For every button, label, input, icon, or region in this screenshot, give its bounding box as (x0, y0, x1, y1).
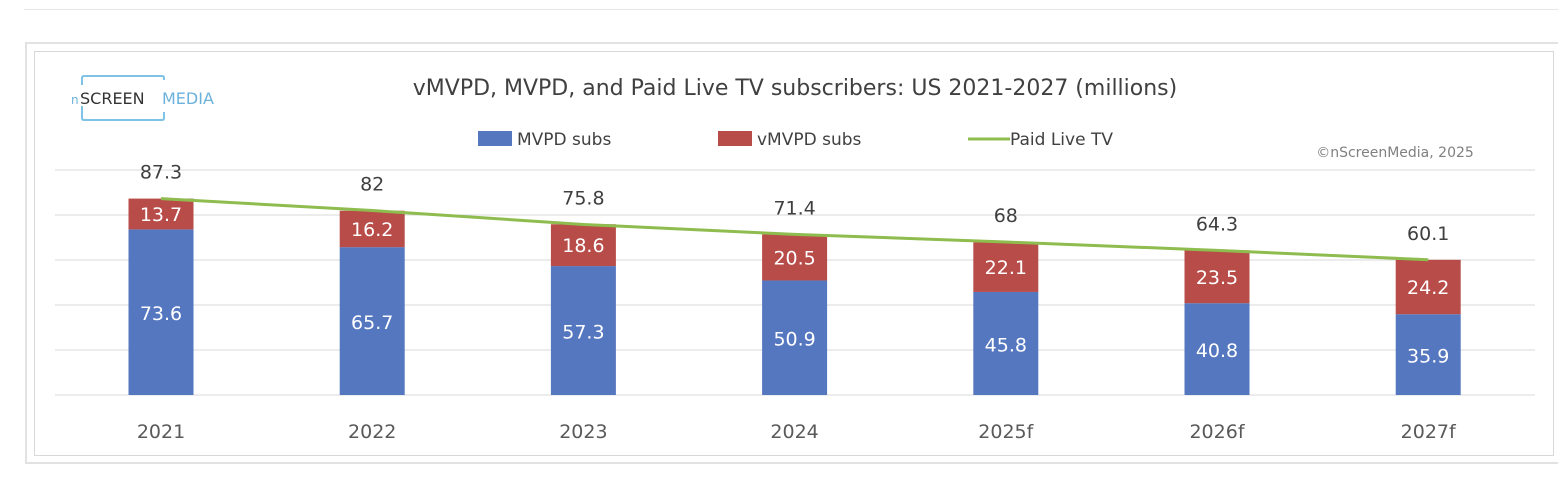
data-label-vmvpd: 16.2 (351, 219, 393, 241)
data-label-mvpd: 50.9 (773, 329, 815, 351)
bars (128, 198, 1461, 395)
legend-swatch-vmvpd (718, 131, 752, 146)
data-labels: 73.6 13.7 87.3 65.7 16.2 82 57.3 18.6 75.8 50.9 20… (140, 162, 1450, 368)
bar-mvpd (1184, 303, 1250, 395)
bar-mvpd (973, 291, 1039, 395)
data-label-mvpd: 35.9 (1407, 346, 1449, 368)
data-label-paid-live-tv: 68 (994, 205, 1018, 227)
data-label-mvpd: 73.6 (140, 303, 182, 325)
bar-vmvpd (1184, 250, 1250, 304)
x-tick-label: 2021 (137, 421, 185, 443)
chart-border (34, 51, 1554, 456)
bar-vmvpd (762, 234, 828, 281)
data-label-paid-live-tv: 75.8 (562, 187, 604, 209)
bar-mvpd (550, 266, 616, 395)
legend-label-vmvpd: vMVPD subs (757, 130, 862, 150)
data-label-mvpd: 65.7 (351, 312, 393, 334)
paid-live-tv-line (160, 197, 1429, 262)
data-label-paid-live-tv: 87.3 (140, 162, 182, 184)
x-axis-ticks: 2021 2022 2023 2024 2025f 2026f 2027f (137, 421, 1457, 443)
image-frame (25, 42, 1558, 464)
data-label-mvpd: 57.3 (562, 322, 604, 344)
bar-vmvpd (973, 242, 1039, 292)
logo: n SCREEN MEDIA (71, 75, 214, 121)
data-label-vmvpd: 23.5 (1196, 267, 1238, 289)
data-label-vmvpd: 20.5 (773, 247, 815, 269)
x-tick-label: 2026f (1189, 421, 1245, 443)
data-label-vmvpd: 22.1 (985, 257, 1027, 279)
data-label-vmvpd: 18.6 (562, 235, 604, 257)
bar-vmvpd (128, 198, 194, 230)
x-tick-label: 2025f (978, 421, 1034, 443)
legend-label-paid-live-tv: Paid Live TV (1010, 130, 1113, 150)
legend-label-mvpd: MVPD subs (517, 130, 611, 150)
data-label-paid-live-tv: 60.1 (1407, 223, 1449, 245)
data-label-paid-live-tv: 82 (360, 174, 384, 196)
copyright: ©nScreenMedia, 2025 (1316, 145, 1474, 161)
x-tick-label: 2023 (559, 421, 607, 443)
legend: MVPD subs vMVPD subs Paid Live TV (478, 130, 1113, 150)
x-tick-label: 2024 (770, 421, 818, 443)
bar-vmvpd (1395, 259, 1461, 315)
data-label-mvpd: 45.8 (985, 334, 1027, 356)
top-divider (24, 9, 1558, 10)
legend-swatch-mvpd (478, 131, 512, 146)
data-label-mvpd: 40.8 (1196, 340, 1238, 362)
data-label-vmvpd: 24.2 (1407, 277, 1449, 299)
svg-text:MEDIA: MEDIA (162, 89, 214, 108)
bar-mvpd (1395, 314, 1461, 395)
data-label-paid-live-tv: 64.3 (1196, 213, 1238, 235)
x-tick-label: 2022 (348, 421, 396, 443)
paid-live-tv-polyline (160, 197, 1429, 262)
bar-mvpd (128, 229, 194, 395)
bar-vmvpd (550, 224, 616, 267)
svg-text:SCREEN: SCREEN (80, 89, 145, 108)
bar-mvpd (762, 280, 828, 395)
bar-vmvpd (339, 210, 405, 248)
data-label-paid-live-tv: 71.4 (773, 197, 815, 219)
data-label-vmvpd: 13.7 (140, 204, 182, 226)
svg-text:n: n (71, 93, 79, 107)
chart-title: vMVPD, MVPD, and Paid Live TV subscriber… (413, 76, 1177, 101)
x-tick-label: 2027f (1401, 421, 1457, 443)
bar-mvpd (339, 247, 405, 395)
